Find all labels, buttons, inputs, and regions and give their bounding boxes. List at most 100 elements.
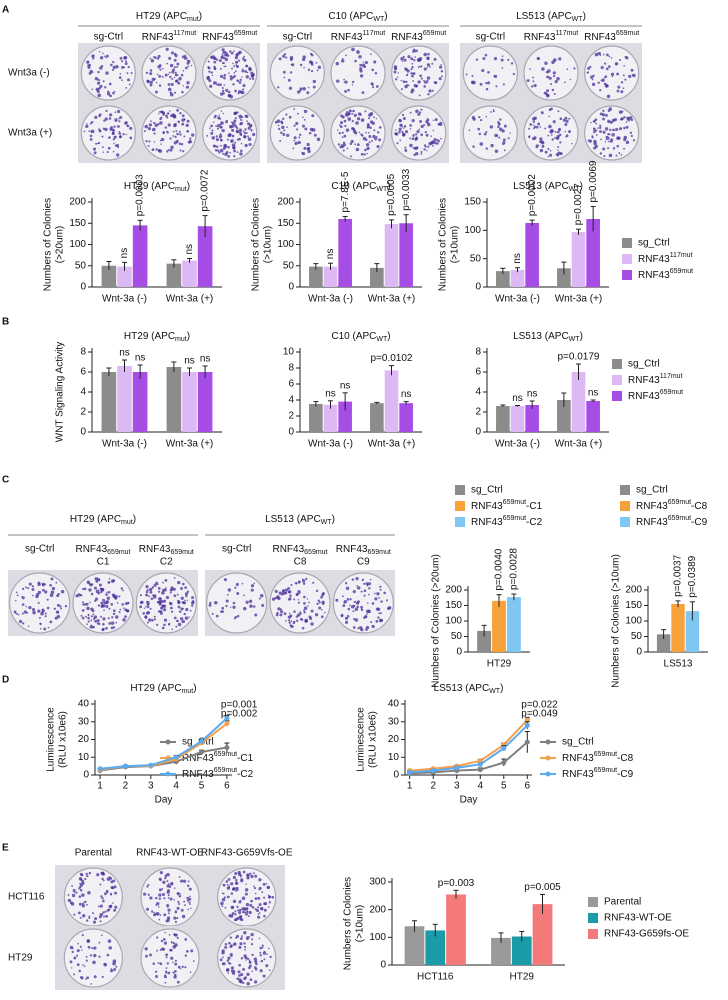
colony xyxy=(110,621,115,625)
colony xyxy=(345,586,350,591)
photo-group-title-sub: WT xyxy=(321,519,333,526)
colony xyxy=(497,121,500,124)
colony xyxy=(378,597,380,599)
colony xyxy=(168,71,171,74)
colony xyxy=(315,61,318,64)
colony xyxy=(369,578,372,581)
bar-annotation: p=0.0037 xyxy=(673,554,684,596)
colony xyxy=(302,55,306,59)
colony xyxy=(93,586,97,590)
colony xyxy=(113,908,116,912)
colony xyxy=(245,64,249,68)
colony xyxy=(86,939,91,943)
colony xyxy=(347,615,350,618)
colony xyxy=(78,885,82,889)
y-tick-label: 50 xyxy=(451,631,463,642)
colony xyxy=(180,596,184,600)
colony xyxy=(409,137,412,140)
y-tick-label: 50 xyxy=(75,260,87,271)
y-axis-label: (>10um) xyxy=(263,226,274,264)
colony xyxy=(395,132,399,136)
colony xyxy=(220,144,222,147)
colony xyxy=(397,72,399,74)
plate xyxy=(330,45,386,101)
colony xyxy=(156,902,160,906)
x-tick-label: 1 xyxy=(407,781,413,792)
colony xyxy=(90,129,95,134)
colony xyxy=(167,908,171,912)
colony xyxy=(557,149,559,151)
colony xyxy=(228,914,232,918)
x-tick-label: Wnt-3a (+) xyxy=(555,294,603,305)
colony xyxy=(229,936,232,939)
colony xyxy=(213,58,216,60)
legend-label-suffix: -C1 xyxy=(526,501,543,512)
colony xyxy=(221,610,225,613)
colony xyxy=(320,615,324,619)
colony xyxy=(94,917,98,921)
colony xyxy=(349,155,352,158)
colony xyxy=(558,57,562,61)
colony xyxy=(375,619,379,623)
colony xyxy=(93,946,97,950)
bar xyxy=(571,372,586,432)
colony xyxy=(306,598,309,600)
colony xyxy=(620,154,623,156)
colony xyxy=(170,956,174,960)
colony xyxy=(554,79,558,84)
colony xyxy=(173,916,177,920)
y-axis-label: (>10um) xyxy=(450,226,461,264)
colony xyxy=(604,75,608,78)
colony xyxy=(215,135,218,138)
bar-annotation: ns xyxy=(588,388,599,399)
bar xyxy=(532,904,553,965)
y-axis-label: Numbers of Colonies xyxy=(438,198,449,291)
colony xyxy=(235,111,237,114)
legend-label: sg_Ctrl xyxy=(562,737,594,748)
colony xyxy=(177,580,181,585)
colony xyxy=(340,114,344,118)
colony xyxy=(604,140,607,143)
colony xyxy=(84,877,87,881)
colony xyxy=(215,83,218,86)
colony xyxy=(233,918,237,922)
colony xyxy=(557,146,560,149)
colony xyxy=(219,117,222,120)
colony xyxy=(301,124,305,128)
colony xyxy=(15,599,17,602)
y-tick-label: 0 xyxy=(288,427,294,438)
colony xyxy=(153,913,156,917)
colony xyxy=(31,608,36,612)
colony xyxy=(605,67,609,71)
colony xyxy=(102,598,106,602)
colony xyxy=(113,125,116,128)
colony xyxy=(591,135,594,138)
colony xyxy=(173,123,177,128)
colony xyxy=(139,605,143,609)
colony xyxy=(404,84,408,89)
colony xyxy=(81,616,85,620)
colony xyxy=(243,930,247,935)
colony xyxy=(41,608,45,612)
colony xyxy=(225,604,228,608)
colony xyxy=(265,964,269,968)
colony xyxy=(375,117,378,120)
colony xyxy=(239,917,243,921)
colony xyxy=(105,626,108,630)
colony xyxy=(400,79,402,82)
colony xyxy=(146,907,150,911)
chart-title-suffix: ) xyxy=(580,331,583,342)
colony xyxy=(57,593,60,596)
colony xyxy=(365,131,367,134)
colony xyxy=(226,119,228,122)
colony xyxy=(80,976,84,980)
colony xyxy=(348,109,352,113)
colony xyxy=(492,110,495,113)
colony xyxy=(355,576,359,581)
colony xyxy=(499,118,502,121)
colony xyxy=(299,63,303,67)
colony xyxy=(346,147,349,150)
bar xyxy=(370,267,384,287)
colony xyxy=(227,145,230,149)
colony xyxy=(261,944,264,947)
